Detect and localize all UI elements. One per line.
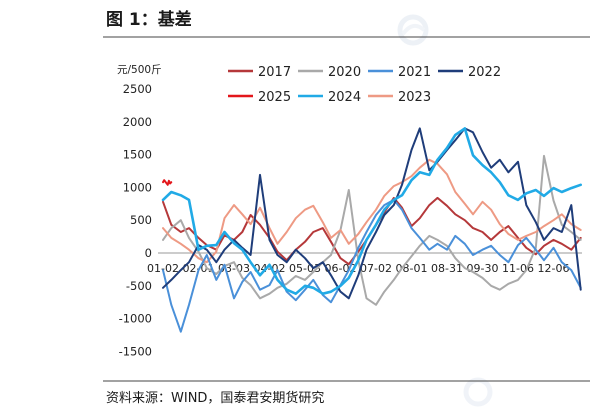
x-tick-label: 09-30 <box>467 262 499 275</box>
series-line-2023 <box>162 158 582 264</box>
y-tick-label: 2500 <box>123 82 152 96</box>
y-tick-label: -1500 <box>119 344 152 358</box>
y-tick-label: 2000 <box>123 115 152 129</box>
y-tick-label: -1000 <box>119 312 152 326</box>
legend-label: 2022 <box>468 65 501 80</box>
legend-item: 2022 <box>438 65 501 80</box>
legend: 2017 2020 2021 2022 2025 2024 2023 <box>228 65 501 105</box>
legend-label: 2025 <box>258 90 291 105</box>
x-tick-label: 07-02 <box>360 262 392 275</box>
y-axis-tick-labels: 2500 2000 1500 1000 500 0 -500 -1000 -1500 <box>119 82 152 358</box>
legend-item: 2025 <box>228 90 291 105</box>
series-lines <box>161 127 582 333</box>
y-tick-label: 1500 <box>123 148 152 162</box>
y-tick-label: -500 <box>126 279 152 293</box>
y-axis-unit-label: 元/500斤 <box>117 64 162 76</box>
legend-item: 2020 <box>298 65 361 80</box>
x-tick-label: 08-01 <box>396 262 428 275</box>
series-line-2024 <box>161 127 582 295</box>
chart-title: 图 1：基差 <box>106 9 192 30</box>
legend-item: 2023 <box>368 90 431 105</box>
legend-label: 2021 <box>398 65 431 80</box>
y-tick-label: 1000 <box>123 180 152 194</box>
x-axis-tick-labels: 01-02 02-01 03-03 04-02 05-03 06-02 07-02 08-01… <box>147 262 569 275</box>
series-line-2021 <box>162 198 582 333</box>
source-note: 资料来源：WIND，国泰君安期货研究 <box>106 390 324 406</box>
legend-label: 2017 <box>258 65 291 80</box>
series-line-2025 <box>162 179 173 186</box>
legend-label: 2020 <box>328 65 361 80</box>
legend-item: 2024 <box>298 90 361 105</box>
x-tick-label: 01-02 <box>147 262 179 275</box>
legend-label: 2023 <box>398 90 431 105</box>
series-line-2020 <box>162 154 582 306</box>
legend-item: 2021 <box>368 65 431 80</box>
x-tick-label: 08-31 <box>431 262 463 275</box>
x-tick-label: 12-06 <box>538 262 570 275</box>
y-tick-label: 500 <box>130 213 152 227</box>
legend-label: 2024 <box>328 90 361 105</box>
watermark-logo <box>397 14 493 407</box>
legend-item: 2017 <box>228 65 291 80</box>
y-tick-label: 0 <box>145 246 152 260</box>
